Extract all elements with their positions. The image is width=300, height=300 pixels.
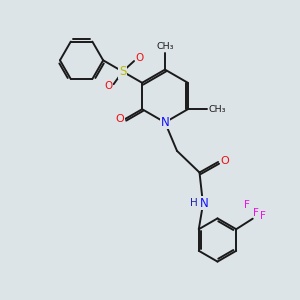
Text: CH₃: CH₃: [156, 42, 174, 51]
Text: H: H: [190, 198, 198, 208]
Text: F: F: [244, 200, 250, 210]
Text: O: O: [104, 81, 112, 91]
Text: F: F: [253, 208, 259, 218]
Text: CH₃: CH₃: [208, 105, 226, 114]
Text: S: S: [119, 65, 126, 78]
Text: N: N: [200, 196, 208, 210]
Text: O: O: [220, 155, 229, 166]
Text: O: O: [135, 53, 144, 63]
Text: O: O: [116, 114, 124, 124]
Text: N: N: [160, 116, 169, 129]
Text: F: F: [260, 211, 266, 221]
